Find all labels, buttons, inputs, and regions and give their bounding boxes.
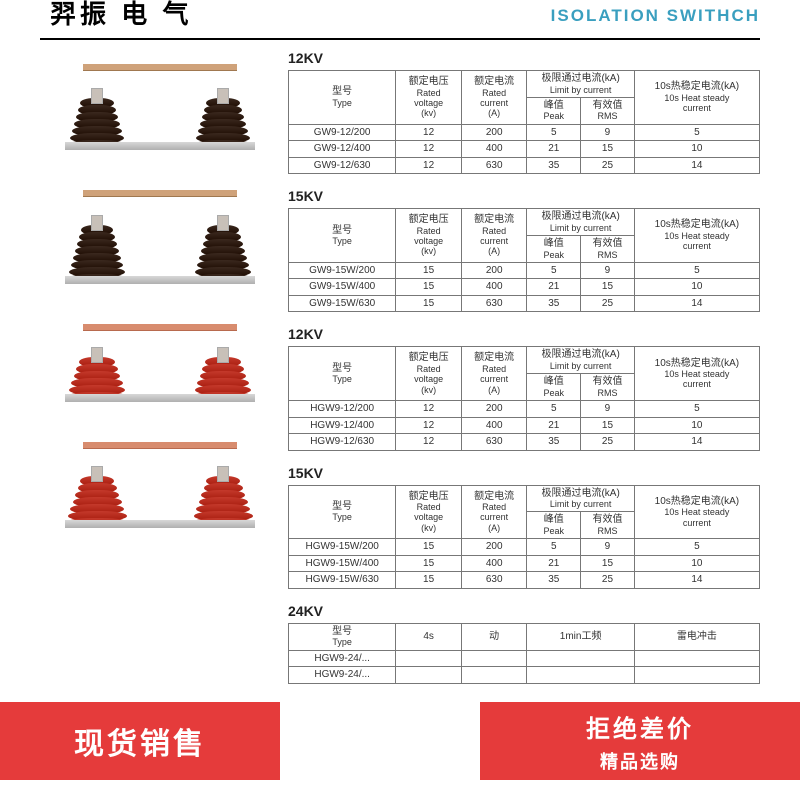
table-row: HGW9-15W/20015200595	[289, 539, 760, 556]
spec-block-2: 12KV 型号Type额定电压Ratedvoltage(kv)额定电流Ratedc…	[288, 326, 760, 450]
table-row: GW9-15W/40015400211510	[289, 279, 760, 296]
table-row: GW9-12/40012400211510	[289, 141, 760, 158]
table-row: GW9-12/20012200595	[289, 124, 760, 141]
promo-right-line2: 精品选购	[600, 748, 680, 774]
table-row: HGW9-15W/63015630352514	[289, 572, 760, 589]
table-row: HGW9-24/...	[289, 667, 760, 684]
block-title: 15KV	[288, 465, 760, 481]
spec-table: 型号Type额定电压Ratedvoltage(kv)额定电流Ratedcurre…	[288, 346, 760, 450]
block-title: 12KV	[288, 326, 760, 342]
product-image-3	[40, 442, 280, 528]
table-row: HGW9-15W/40015400211510	[289, 555, 760, 572]
spec-block-3: 15KV 型号Type额定电压Ratedvoltage(kv)额定电流Ratedc…	[288, 465, 760, 589]
spec-table: 型号Type额定电压Ratedvoltage(kv)额定电流Ratedcurre…	[288, 208, 760, 312]
promo-banner-right: 拒绝差价 精品选购	[480, 702, 800, 780]
page-header: 羿振 电 气 ISOLATION SWITHCH	[40, 0, 760, 40]
brand-text: 羿振 电 气	[50, 0, 192, 31]
table-row: GW9-15W/63015630352514	[289, 295, 760, 312]
table-row: GW9-12/63012630352514	[289, 157, 760, 174]
product-image-2	[40, 324, 280, 402]
table-row: HGW9-12/40012400211510	[289, 417, 760, 434]
spec-block-24kv: 24KV 型号Type4s动1min工频雷电冲击HGW9-24/...HGW9-2…	[288, 603, 760, 684]
block-title: 15KV	[288, 188, 760, 204]
table-row: HGW9-24/...	[289, 650, 760, 667]
product-image-1	[40, 190, 280, 284]
promo-right-line1: 拒绝差价	[586, 709, 694, 744]
spec-block-0: 12KV 型号Type额定电压Ratedvoltage(kv)额定电流Ratedc…	[288, 50, 760, 174]
table-row: HGW9-12/20012200595	[289, 401, 760, 418]
table-row: HGW9-12/63012630352514	[289, 434, 760, 451]
section-title: ISOLATION SWITHCH	[551, 6, 760, 26]
product-image-0	[40, 64, 280, 150]
spec-table: 型号Type额定电压Ratedvoltage(kv)额定电流Ratedcurre…	[288, 70, 760, 174]
block-title: 24KV	[288, 603, 760, 619]
promo-left-text: 现货销售	[74, 719, 206, 763]
spec-tables-column: 12KV 型号Type额定电压Ratedvoltage(kv)额定电流Ratedc…	[280, 50, 760, 698]
block-title: 12KV	[288, 50, 760, 66]
promo-banner-left: 现货销售	[0, 702, 280, 780]
spec-table: 型号Type额定电压Ratedvoltage(kv)额定电流Ratedcurre…	[288, 485, 760, 589]
spec-table-24kv: 型号Type4s动1min工频雷电冲击HGW9-24/...HGW9-24/..…	[288, 623, 760, 684]
product-images-column	[40, 50, 280, 698]
table-row: GW9-15W/20015200595	[289, 262, 760, 279]
spec-block-1: 15KV 型号Type额定电压Ratedvoltage(kv)额定电流Ratedc…	[288, 188, 760, 312]
